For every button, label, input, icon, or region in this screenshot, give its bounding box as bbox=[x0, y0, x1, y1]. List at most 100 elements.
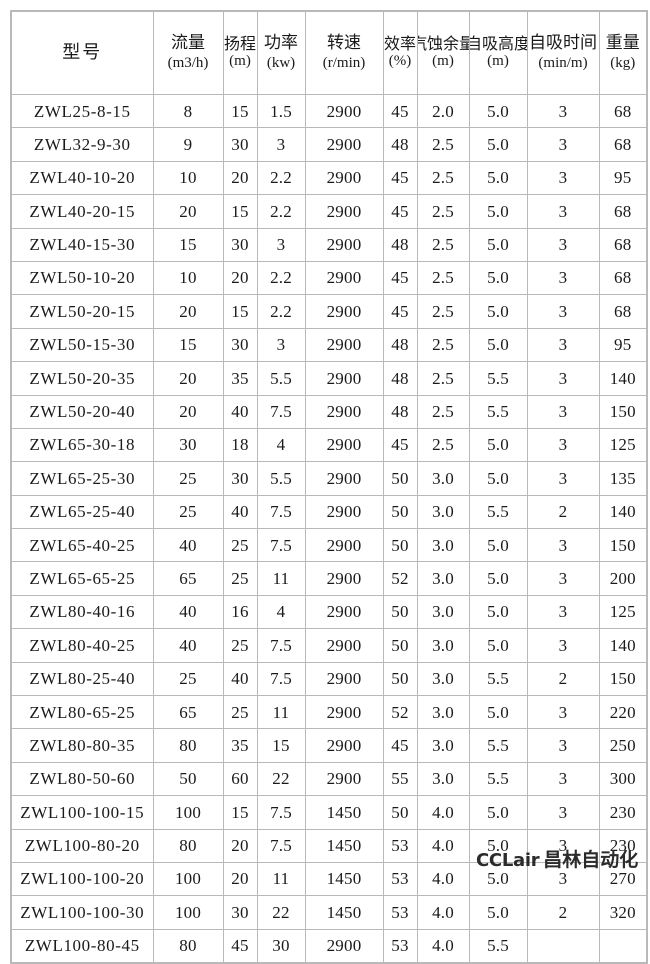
column-header-unit: (%) bbox=[388, 53, 412, 70]
table-row: ZWL100-100-30 100 30 22 1450 53 4.0 5.0 2 320 bbox=[10, 895, 648, 930]
cell-head: 30 bbox=[222, 895, 258, 930]
cell-model: ZWL80-40-25 bbox=[10, 628, 154, 663]
cell-head: 20 bbox=[222, 861, 258, 897]
cell-eff: 50 bbox=[382, 461, 418, 496]
column-header-height: 自吸高度 (m) bbox=[468, 10, 528, 95]
cell-eff: 48 bbox=[382, 394, 418, 429]
column-header-label: 效率 bbox=[384, 33, 417, 53]
cell-time: 3 bbox=[526, 828, 600, 863]
cell-eff: 45 bbox=[382, 294, 418, 329]
cell-eff: 50 bbox=[382, 628, 418, 663]
cell-model: ZWL50-20-15 bbox=[10, 294, 154, 329]
cell-weight: 140 bbox=[598, 494, 648, 530]
cell-weight: 220 bbox=[598, 695, 648, 730]
cell-height: 5.0 bbox=[468, 194, 528, 229]
cell-npsh: 3.0 bbox=[416, 661, 470, 697]
cell-power: 7.5 bbox=[256, 795, 306, 830]
cell-flow: 30 bbox=[152, 427, 224, 463]
cell-weight: 68 bbox=[598, 260, 648, 296]
cell-power: 4 bbox=[256, 427, 306, 463]
table-body: ZWL25-8-15 8 15 1.5 2900 45 2.0 5.0 3 68 ZWL32-9-3… bbox=[10, 93, 648, 964]
table-row: ZWL80-80-35 80 35 15 2900 45 3.0 5.5 3 250 bbox=[10, 728, 648, 763]
cell-height: 5.5 bbox=[468, 494, 528, 530]
cell-flow: 10 bbox=[152, 160, 224, 196]
column-header-unit: (min/m) bbox=[538, 54, 588, 71]
cell-model: ZWL50-20-35 bbox=[10, 361, 154, 396]
cell-speed: 2900 bbox=[304, 594, 384, 630]
header-row: 型号流量(m3/h)扬程(m)功率(kw)转速(r/min)效率(%)汽蚀余量(… bbox=[10, 10, 648, 95]
cell-speed: 2900 bbox=[304, 494, 384, 530]
cell-time: 3 bbox=[526, 260, 600, 296]
table-row: ZWL80-50-60 50 60 22 2900 55 3.0 5.5 3 300 bbox=[10, 761, 648, 797]
cell-npsh: 2.5 bbox=[416, 394, 470, 429]
cell-model: ZWL65-30-18 bbox=[10, 427, 154, 463]
table-row: ZWL65-65-25 65 25 11 2900 52 3.0 5.0 3 200 bbox=[10, 561, 648, 596]
cell-height: 5.0 bbox=[468, 528, 528, 563]
cell-height: 5.5 bbox=[468, 361, 528, 396]
column-header-unit: (m) bbox=[487, 53, 509, 70]
cell-head: 25 bbox=[222, 561, 258, 596]
cell-head: 35 bbox=[222, 728, 258, 763]
column-header-unit: (m) bbox=[432, 53, 454, 70]
cell-speed: 2900 bbox=[304, 528, 384, 563]
cell-head: 15 bbox=[222, 294, 258, 329]
cell-npsh: 2.0 bbox=[416, 93, 470, 129]
cell-model: ZWL100-80-45 bbox=[10, 928, 154, 964]
cell-flow: 9 bbox=[152, 127, 224, 162]
cell-npsh: 3.0 bbox=[416, 494, 470, 530]
cell-flow: 50 bbox=[152, 761, 224, 797]
cell-weight: 200 bbox=[598, 561, 648, 596]
cell-time: 3 bbox=[526, 461, 600, 496]
cell-head: 15 bbox=[222, 795, 258, 830]
cell-weight: 95 bbox=[598, 160, 648, 196]
cell-weight: 68 bbox=[598, 93, 648, 129]
cell-power: 11 bbox=[256, 861, 306, 897]
column-header-label: 重量 bbox=[605, 33, 640, 54]
cell-npsh: 3.0 bbox=[416, 728, 470, 763]
cell-power: 2.2 bbox=[256, 160, 306, 196]
cell-npsh: 2.5 bbox=[416, 361, 470, 396]
cell-power: 7.5 bbox=[256, 394, 306, 429]
cell-height: 5.0 bbox=[468, 93, 528, 129]
cell-speed: 2900 bbox=[304, 394, 384, 429]
cell-model: ZWL50-15-30 bbox=[10, 327, 154, 363]
cell-speed: 2900 bbox=[304, 561, 384, 596]
cell-npsh: 4.0 bbox=[416, 895, 470, 930]
table-row: ZWL65-25-40 25 40 7.5 2900 50 3.0 5.5 2 140 bbox=[10, 494, 648, 530]
table-row: ZWL80-40-16 40 16 4 2900 50 3.0 5.0 3 125 bbox=[10, 594, 648, 630]
cell-model: ZWL50-20-40 bbox=[10, 394, 154, 429]
cell-flow: 100 bbox=[152, 861, 224, 897]
column-header-power: 功率 (kw) bbox=[256, 10, 306, 95]
cell-flow: 80 bbox=[152, 728, 224, 763]
cell-flow: 20 bbox=[152, 394, 224, 429]
cell-weight: 125 bbox=[598, 427, 648, 463]
table-row: ZWL100-80-20 80 20 7.5 1450 53 4.0 5.0 3 230 bbox=[10, 828, 648, 863]
cell-flow: 25 bbox=[152, 494, 224, 530]
cell-speed: 2900 bbox=[304, 227, 384, 262]
cell-speed: 2900 bbox=[304, 93, 384, 129]
cell-head: 20 bbox=[222, 160, 258, 196]
cell-weight: 300 bbox=[598, 761, 648, 797]
cell-flow: 100 bbox=[152, 795, 224, 830]
cell-head: 60 bbox=[222, 761, 258, 797]
cell-height: 5.0 bbox=[468, 461, 528, 496]
cell-eff: 48 bbox=[382, 227, 418, 262]
cell-npsh: 3.0 bbox=[416, 594, 470, 630]
cell-model: ZWL100-100-15 bbox=[10, 795, 154, 830]
cell-height: 5.0 bbox=[468, 427, 528, 463]
cell-height: 5.0 bbox=[468, 695, 528, 730]
cell-flow: 100 bbox=[152, 895, 224, 930]
cell-eff: 52 bbox=[382, 695, 418, 730]
cell-head: 20 bbox=[222, 260, 258, 296]
cell-time bbox=[526, 928, 600, 964]
cell-speed: 2900 bbox=[304, 728, 384, 763]
cell-npsh: 3.0 bbox=[416, 761, 470, 797]
cell-time: 3 bbox=[526, 93, 600, 129]
cell-model: ZWL65-40-25 bbox=[10, 528, 154, 563]
cell-npsh: 2.5 bbox=[416, 194, 470, 229]
cell-weight: 150 bbox=[598, 394, 648, 429]
cell-eff: 53 bbox=[382, 828, 418, 863]
cell-head: 30 bbox=[222, 327, 258, 363]
column-header-head: 扬程 (m) bbox=[222, 10, 258, 95]
cell-power: 5.5 bbox=[256, 461, 306, 496]
